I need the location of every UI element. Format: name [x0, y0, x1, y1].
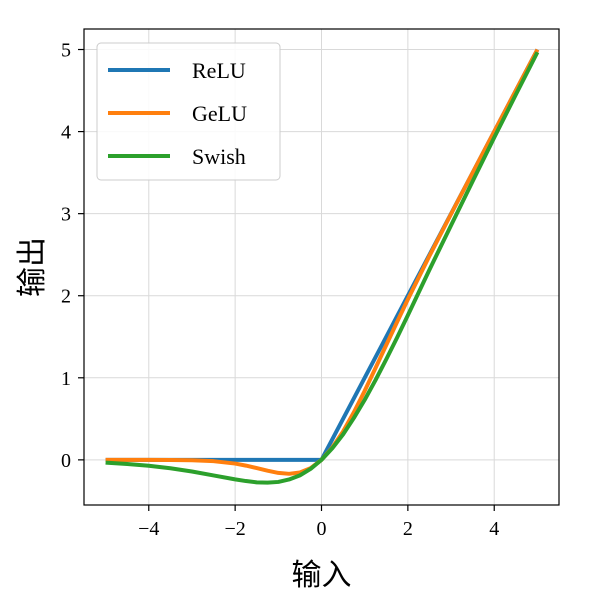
legend: ReLU GeLU Swish: [96, 42, 281, 181]
y-tick-label: 1: [61, 368, 71, 390]
series-line-swish: [105, 51, 540, 485]
x-tick-label: −4: [138, 518, 159, 540]
x-tick-label: 2: [403, 518, 413, 540]
y-tick-label: 0: [61, 450, 71, 472]
y-tick-label: 2: [61, 286, 71, 308]
y-tick-label: 5: [61, 40, 71, 62]
y-axis-label: 输出: [15, 237, 50, 297]
legend-label-gelu: GeLU: [192, 101, 247, 126]
legend-label-relu: ReLU: [192, 58, 246, 83]
x-axis-label: 输入: [292, 558, 352, 593]
x-tick-label: 4: [489, 518, 499, 540]
legend-label-swish: Swish: [192, 144, 246, 169]
x-tick-label: −2: [224, 518, 245, 540]
y-tick-label: 4: [61, 122, 71, 144]
y-tick-label: 3: [61, 204, 71, 226]
axis-ticks: −4 −2 0 2 4 0 1 2 3 4 5: [61, 40, 499, 540]
legend-box: [96, 42, 281, 181]
plot-lines: [105, 48, 540, 485]
x-tick-label: 0: [317, 518, 327, 540]
